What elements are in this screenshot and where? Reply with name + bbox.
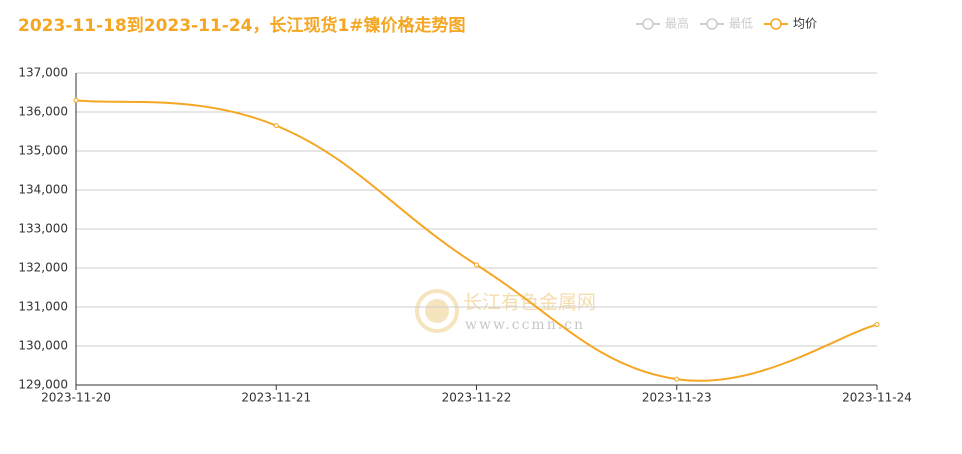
x-tick-label: 2023-11-23 xyxy=(642,391,712,405)
data-point xyxy=(874,322,880,328)
x-tick-label: 2023-11-20 xyxy=(41,391,111,405)
y-tick-label: 132,000 xyxy=(18,261,68,275)
legend-label: 均价 xyxy=(793,17,817,31)
y-tick-label: 130,000 xyxy=(18,339,68,353)
x-tick-label: 2023-11-24 xyxy=(842,391,912,405)
data-point xyxy=(73,97,79,103)
watermark-logo xyxy=(415,289,459,333)
data-point xyxy=(474,262,479,268)
y-tick-label: 129,000 xyxy=(18,378,68,392)
legend-symbol xyxy=(642,18,654,30)
watermark-logo xyxy=(425,299,449,323)
legend-symbol xyxy=(770,18,782,30)
series-line xyxy=(75,99,878,382)
legend-symbol xyxy=(706,18,718,30)
watermark xyxy=(415,289,459,333)
data-point xyxy=(273,123,279,129)
y-tick-label: 136,000 xyxy=(18,105,68,119)
chart-title: 2023-11-18到2023-11-24，长江现货1#镍价格走势图 xyxy=(18,15,466,36)
legend-label: 最高 xyxy=(665,16,689,31)
y-tick-label: 133,000 xyxy=(18,222,68,236)
legend-label: 最低 xyxy=(729,17,753,31)
y-tick-label: 134,000 xyxy=(18,183,68,197)
data-point xyxy=(674,376,680,382)
x-tick-label: 2023-11-21 xyxy=(241,391,311,405)
y-tick-label: 135,000 xyxy=(18,144,68,158)
y-tick-label: 131,000 xyxy=(18,300,68,314)
y-tick-label: 137,000 xyxy=(18,66,68,80)
x-tick-label: 2023-11-22 xyxy=(442,391,512,405)
